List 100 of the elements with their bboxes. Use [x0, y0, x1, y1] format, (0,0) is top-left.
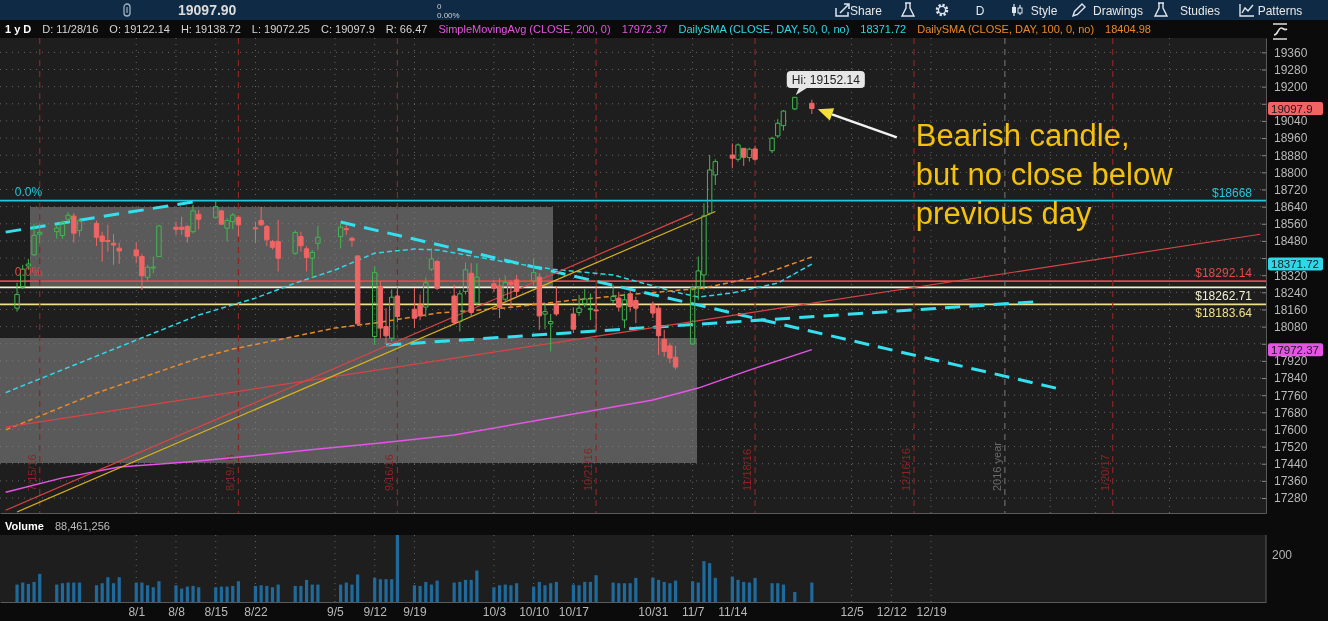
candlestick: [769, 136, 775, 154]
bar: [253, 585, 258, 602]
text: Drawings: [1092, 3, 1144, 18]
bar: [32, 581, 36, 602]
bar: [146, 585, 150, 602]
candlestick: [593, 286, 599, 333]
text: L: 19072.25: [251, 23, 310, 35]
bar: [100, 583, 104, 602]
candlestick: [394, 286, 401, 323]
candlestick: [252, 221, 259, 244]
candlestick: [792, 96, 798, 111]
candlestick: [735, 142, 741, 163]
bar: [668, 583, 672, 602]
bar: [424, 581, 428, 602]
bar: [781, 584, 786, 602]
bar: [157, 581, 161, 602]
bar: [38, 573, 42, 602]
bar: [753, 577, 757, 602]
bar: [60, 583, 65, 602]
y-tick-label: 19040: [1274, 114, 1308, 129]
bar: [463, 579, 468, 602]
candlestick: [315, 225, 321, 251]
candlestick: [292, 229, 298, 256]
chart-title: Volume: [5, 520, 44, 532]
text: 18371.72: [1271, 258, 1319, 271]
bar: [219, 586, 224, 602]
bar: [742, 581, 746, 602]
annotation: Hi: 19152.14: [791, 72, 861, 87]
x-tick-label: 8/22: [244, 604, 268, 619]
candlestick: [457, 289, 463, 333]
candlestick: [434, 259, 440, 291]
y-tick-label: 18720: [1274, 182, 1308, 197]
bar: [151, 587, 155, 602]
candlestick: [371, 266, 378, 346]
ref-line-label: $18183.64: [1195, 306, 1253, 321]
bar: [651, 577, 655, 602]
candlestick: [746, 147, 753, 163]
text: DailySMA (CLOSE, DAY, 50, 0, no): [678, 23, 850, 35]
y-tick-label: 17840: [1274, 371, 1308, 386]
text: Patterns: [1257, 3, 1303, 18]
text: 0.00%: [437, 10, 460, 20]
candlestick: [474, 262, 480, 306]
candlestick: [264, 224, 270, 247]
y-tick-label: 17760: [1274, 388, 1308, 403]
candlestick: [547, 313, 554, 352]
x-tick-label: 10/17: [558, 604, 590, 619]
y-tick-label: 19360: [1274, 45, 1308, 60]
bar: [588, 581, 593, 602]
bar: [344, 582, 348, 602]
x-tick-label: 8/8: [168, 604, 186, 619]
bar: [293, 585, 297, 602]
ref-line-label: 12/16/16: [900, 448, 913, 491]
text: 17972.37: [621, 23, 668, 35]
y-tick-label: 18320: [1274, 268, 1308, 283]
candlestick: [14, 282, 20, 313]
candlestick: [741, 147, 747, 167]
bar: [747, 582, 751, 602]
x-tick-label: 9/19: [403, 604, 427, 619]
bar: [66, 582, 70, 602]
bar: [134, 582, 138, 602]
bar: [532, 586, 536, 602]
bar: [810, 582, 814, 602]
bar: [515, 583, 519, 602]
candlestick: [576, 294, 582, 317]
bar: [236, 581, 241, 602]
bar: [537, 581, 541, 602]
bar: [469, 579, 473, 602]
bar: [713, 577, 717, 602]
candlestick: [110, 233, 117, 266]
line-series: [4, 256, 813, 431]
bar: [656, 579, 661, 602]
candlestick: [729, 142, 736, 169]
bar: [21, 582, 25, 602]
bar: [770, 583, 774, 602]
y-tick-label: 17440: [1274, 457, 1308, 472]
annotation: Bearish candle, but no close below previous day: [915, 118, 1182, 232]
bar: [429, 584, 434, 602]
x-tick-label: 12/12: [876, 604, 908, 619]
bar: [390, 579, 394, 602]
candlestick: [468, 262, 474, 318]
ref-line-label: 9/16/16: [383, 454, 396, 491]
y-tick-label: 17680: [1274, 405, 1308, 420]
bar: [15, 584, 19, 602]
candlestick: [190, 204, 196, 234]
bar: [276, 584, 280, 602]
bar: [310, 584, 314, 602]
bar: [554, 581, 558, 602]
bar: [583, 581, 587, 602]
bar: [299, 585, 303, 602]
text: Style: [1030, 3, 1058, 18]
text: SimpleMovingAvg (CLOSE, 200, 0): [438, 23, 611, 35]
bar: [339, 584, 343, 602]
bar: [185, 586, 189, 602]
bar: [378, 579, 382, 602]
candlestick: [542, 302, 548, 330]
bar: [452, 582, 456, 602]
y-tick-label: 18080: [1274, 319, 1308, 334]
bar: [418, 585, 422, 602]
bar: [776, 583, 780, 602]
y-tick-label: 17280: [1274, 491, 1308, 506]
